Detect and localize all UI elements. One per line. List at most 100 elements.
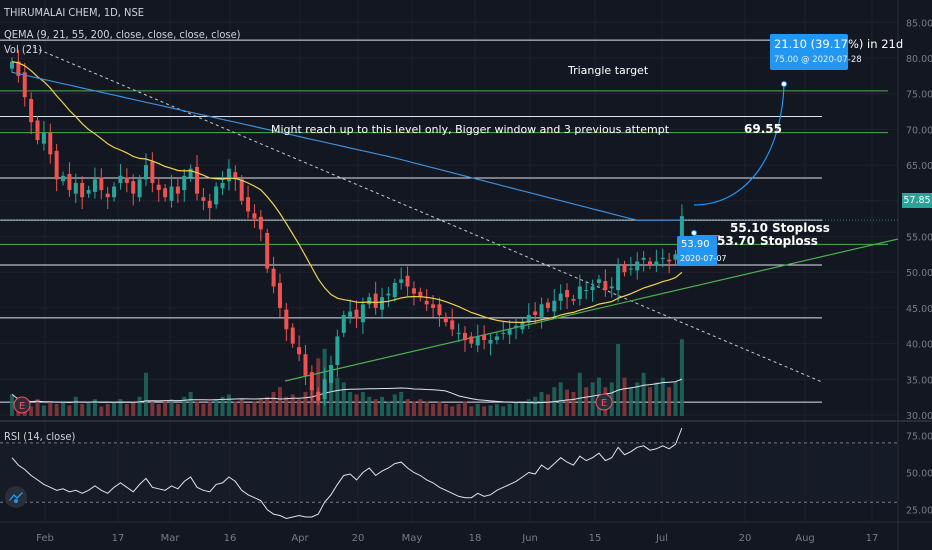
volume-bar bbox=[418, 399, 423, 416]
candle-body bbox=[284, 309, 289, 330]
volume-bar bbox=[10, 394, 14, 416]
x-tick-label: Jun bbox=[521, 533, 538, 544]
candle-body bbox=[475, 336, 480, 346]
volume-bar bbox=[392, 394, 397, 416]
candle-body bbox=[405, 275, 410, 287]
volume-bar bbox=[316, 358, 321, 416]
candle-body bbox=[386, 293, 391, 296]
volume-bar bbox=[329, 372, 333, 416]
volume-bar bbox=[239, 399, 244, 416]
candle-body bbox=[590, 286, 595, 291]
indicator-qema-label[interactable]: QEMA (9, 21, 55, 200, close, close, clos… bbox=[4, 28, 241, 41]
volume-bar bbox=[514, 401, 519, 416]
stoploss-label-2[interactable]: Stoploss bbox=[760, 234, 818, 248]
candle-body bbox=[558, 293, 563, 301]
symbol-title: THIRUMALAI CHEM, 1D, NSE bbox=[4, 6, 144, 19]
volume-bar bbox=[367, 396, 372, 416]
candle-body bbox=[335, 336, 340, 366]
volume-bar bbox=[150, 401, 155, 416]
x-tick-label: Feb bbox=[36, 533, 54, 544]
candle-body bbox=[214, 186, 219, 205]
volume-bar bbox=[207, 401, 212, 416]
projection-endpoint bbox=[781, 81, 787, 87]
candle-body bbox=[169, 186, 174, 201]
candle-body bbox=[16, 61, 21, 76]
volume-bar bbox=[99, 406, 104, 416]
candle-body bbox=[48, 132, 53, 155]
volume-bar bbox=[143, 372, 148, 416]
candle-body bbox=[118, 175, 123, 183]
point-date: 2020-07-07 bbox=[680, 254, 727, 263]
volume-bar bbox=[303, 392, 308, 416]
rsi-label[interactable]: RSI (14, close) bbox=[4, 430, 76, 443]
volume-bar bbox=[265, 396, 270, 416]
candlesticks bbox=[10, 49, 684, 406]
candle-body bbox=[545, 302, 550, 308]
candle-body bbox=[392, 282, 397, 298]
candle-body bbox=[609, 286, 614, 289]
x-tick-label: May bbox=[402, 533, 423, 544]
candle-body bbox=[67, 174, 72, 191]
volume-bar bbox=[494, 404, 499, 416]
volume-bar bbox=[437, 401, 442, 416]
candle-body bbox=[584, 290, 589, 292]
tradingview-logo-icon[interactable] bbox=[5, 486, 27, 508]
candle-body bbox=[239, 179, 244, 201]
triangle-target-label[interactable]: Triangle target bbox=[568, 64, 649, 77]
candle-body bbox=[10, 61, 14, 69]
volume-bar bbox=[112, 401, 117, 416]
candle-body bbox=[322, 379, 327, 399]
volume-bar bbox=[80, 404, 85, 416]
x-tick-label: 18 bbox=[469, 533, 482, 544]
candle-body bbox=[22, 72, 27, 98]
volume-bar bbox=[628, 387, 633, 416]
candle-body bbox=[507, 329, 512, 335]
candle-body bbox=[252, 213, 257, 219]
volume-bar bbox=[226, 394, 231, 416]
stoploss-label-1[interactable]: Stoploss bbox=[772, 221, 830, 235]
volume-bar bbox=[290, 394, 295, 416]
volume-bar bbox=[156, 404, 161, 416]
candle-body bbox=[61, 175, 66, 182]
volume-bar bbox=[577, 372, 582, 416]
candle-body bbox=[533, 311, 538, 316]
ema-yellow-line bbox=[11, 61, 683, 323]
level-69-55-label[interactable]: 69.55 bbox=[744, 122, 782, 136]
projection bbox=[691, 81, 787, 236]
rsi-line bbox=[11, 427, 683, 520]
candle-body bbox=[526, 315, 531, 323]
volume-bar bbox=[673, 382, 678, 416]
y-tick-label: 40.00 bbox=[906, 340, 932, 351]
ema-lines bbox=[11, 61, 683, 323]
y-tick-label: 45.00 bbox=[906, 304, 932, 315]
level-55-10-label[interactable]: 55.10 bbox=[730, 221, 768, 235]
volume-bar bbox=[373, 399, 378, 416]
candle-body bbox=[86, 190, 91, 194]
candle-body bbox=[514, 325, 519, 328]
volume-bar bbox=[424, 401, 429, 416]
level-53-70-label[interactable]: 53.70 bbox=[717, 234, 755, 248]
point-callout[interactable]: 53.90 2020-07-07 bbox=[677, 236, 727, 266]
candle-body bbox=[348, 311, 353, 317]
volume-bar bbox=[431, 404, 436, 416]
volume-bar bbox=[641, 372, 646, 416]
candle-body bbox=[220, 182, 225, 189]
earnings-marker-label: E bbox=[601, 398, 607, 409]
candle-body bbox=[207, 200, 212, 208]
candle-body bbox=[411, 288, 416, 294]
indicator-vol-label[interactable]: Vol (21) bbox=[4, 43, 43, 56]
volume-bar bbox=[411, 401, 416, 416]
y-tick-label: 50.00 bbox=[906, 268, 932, 279]
volume-bar bbox=[29, 406, 34, 416]
x-tick-label: 17 bbox=[112, 533, 125, 544]
might-reach-note[interactable]: Might reach up to this level only, Bigge… bbox=[271, 123, 670, 136]
point-value: 53.90 bbox=[681, 239, 710, 250]
volume-bar bbox=[501, 406, 506, 416]
volume-bar bbox=[137, 396, 142, 416]
earnings-marker-label: E bbox=[19, 401, 25, 412]
volume-bar bbox=[475, 404, 480, 416]
candle-body bbox=[622, 265, 627, 273]
projection-callout[interactable]: 21.10 (39.17%) in 21d 75.00 @ 2020-07-28 bbox=[770, 34, 903, 70]
candle-body bbox=[297, 347, 302, 355]
